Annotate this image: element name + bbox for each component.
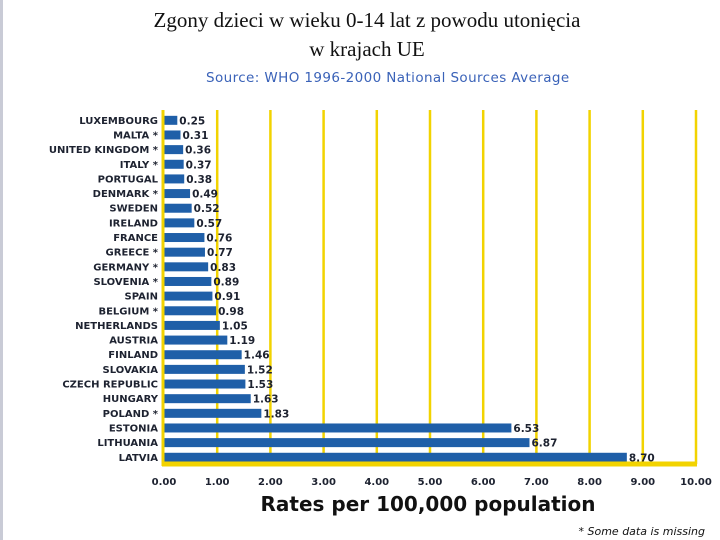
bar [164, 276, 212, 286]
bar [164, 364, 245, 374]
value-label: 0.77 [207, 247, 233, 259]
category-label: ESTONIA [109, 423, 158, 434]
bar [164, 394, 251, 404]
category-label: UNITED KINGDOM * [49, 145, 159, 156]
x-tick-label: 9.00 [630, 477, 655, 488]
category-label: SWEDEN [109, 204, 158, 215]
category-label: LATVIA [119, 453, 159, 464]
bar [164, 320, 220, 330]
bar [164, 247, 205, 257]
value-label: 0.91 [214, 291, 240, 303]
slide-left-border [0, 0, 3, 540]
slide-title-line-1: Zgony dzieci w wieku 0-14 lat z powodu u… [153, 8, 581, 32]
gridlines [215, 110, 698, 464]
x-tick-label: 4.00 [364, 477, 389, 488]
value-label: 1.19 [229, 335, 255, 347]
category-label: IRELAND [109, 218, 158, 229]
bar [164, 159, 184, 169]
category-labels: LUXEMBOURG MALTA * UNITED KINGDOM * ITALY *… [49, 116, 159, 464]
bar [164, 218, 195, 228]
value-label: 0.36 [185, 145, 211, 157]
value-label: 0.38 [186, 174, 212, 186]
category-label: NETHERLANDS [75, 321, 158, 332]
value-label: 1.05 [222, 320, 248, 332]
slide-title: Zgony dzieci w wieku 0-14 lat z powodu u… [0, 6, 720, 64]
x-tick-label: 7.00 [524, 477, 549, 488]
value-labels: 0.25 0.31 0.36 0.37 0.38 0.49 0.52 0.57 0.76 0.77… [179, 115, 654, 464]
bar [164, 350, 242, 360]
category-label: AUSTRIA [109, 336, 158, 347]
value-label: 1.52 [247, 364, 273, 376]
value-label: 6.87 [531, 438, 557, 450]
footnote: * Some data is missing [579, 525, 706, 538]
bar [164, 423, 512, 433]
category-label: LITHUANIA [97, 438, 158, 449]
value-label: 1.83 [263, 408, 289, 420]
x-tick-label: 3.00 [311, 477, 336, 488]
bar [164, 408, 262, 418]
category-label: POLAND * [103, 409, 159, 420]
bar [164, 174, 185, 184]
bar [164, 452, 627, 462]
bar [164, 438, 530, 448]
bar [164, 233, 205, 243]
bar [164, 145, 184, 155]
category-label: HUNGARY [103, 394, 159, 405]
category-label: DENMARK * [93, 189, 159, 200]
bar [164, 115, 178, 125]
bar [164, 291, 213, 301]
bar [164, 262, 209, 272]
value-label: 0.83 [210, 262, 236, 274]
value-label: 0.49 [192, 189, 218, 201]
value-label: 1.63 [253, 394, 279, 406]
value-label: 0.31 [182, 130, 208, 142]
x-axis: 0.00 1.00 2.00 3.00 4.00 5.00 6.00 7.00 8.00 9.00… [152, 110, 712, 488]
x-tick-label: 1.00 [205, 477, 230, 488]
value-label: 0.52 [194, 203, 220, 215]
x-tick-label: 0.00 [152, 477, 177, 488]
chart-subtitle: Source: WHO 1996-2000 National Sources A… [206, 70, 570, 86]
value-label: 8.70 [629, 452, 655, 464]
value-label: 0.89 [213, 276, 239, 288]
category-label: FRANCE [113, 233, 158, 244]
category-label: SPAIN [125, 292, 158, 303]
bar [164, 189, 191, 199]
bar [164, 379, 246, 389]
value-label: 1.46 [244, 350, 270, 362]
value-label: 6.53 [513, 423, 539, 435]
category-label: MALTA * [113, 130, 159, 141]
value-label: 0.57 [196, 218, 222, 230]
value-label: 0.76 [206, 233, 232, 245]
category-label: SLOVENIA * [93, 277, 158, 288]
bar [164, 335, 228, 345]
category-label: SLOVAKIA [103, 365, 159, 376]
value-label: 0.25 [179, 115, 205, 127]
x-tick-label: 5.00 [418, 477, 443, 488]
bars [164, 115, 627, 462]
x-axis-title: Rates per 100,000 population [260, 492, 595, 516]
value-label: 0.98 [218, 306, 244, 318]
bar [164, 306, 217, 316]
x-tick-label: 8.00 [577, 477, 602, 488]
category-label: GERMANY * [93, 262, 159, 273]
slide-title-line-2: w krajach UE [309, 37, 425, 61]
category-label: LUXEMBOURG [79, 116, 158, 127]
category-label: CZECH REPUBLIC [62, 380, 158, 391]
value-label: 1.53 [247, 379, 273, 391]
category-label: ITALY * [120, 160, 159, 171]
bar [164, 203, 192, 213]
x-tick-label: 2.00 [258, 477, 283, 488]
category-label: GREECE * [106, 248, 159, 259]
category-label: PORTUGAL [98, 174, 159, 185]
category-label: FINLAND [108, 350, 158, 361]
category-label: BELGIUM * [98, 306, 158, 317]
x-tick-label: 10.00 [680, 477, 712, 488]
x-tick-label: 6.00 [471, 477, 496, 488]
value-label: 0.37 [186, 159, 212, 171]
bar [164, 130, 181, 140]
